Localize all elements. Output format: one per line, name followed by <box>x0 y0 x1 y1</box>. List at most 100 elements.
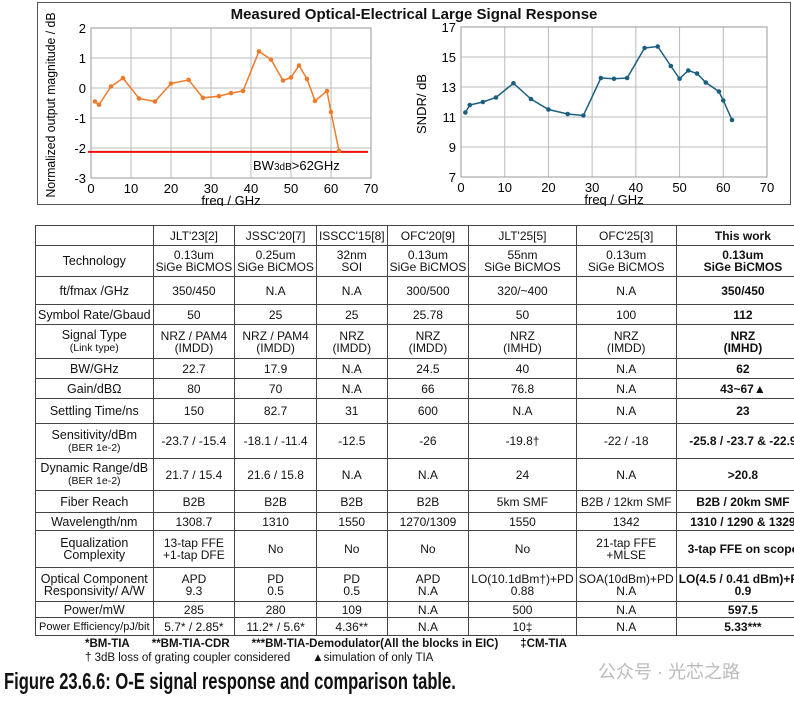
table-cell-text: 0.13um SiGe BiCMOS <box>155 248 233 274</box>
footnotes: *BM-TIA **BM-TIA-CDR ***BM-TIA-Demodulator… <box>85 637 589 665</box>
table-cell-text: -23.7 / -15.4 <box>161 434 227 448</box>
row-label-wrap: Wavelength/nm <box>51 515 137 528</box>
table-cell: NRZ / PAM4 (IMDD) <box>152 324 236 359</box>
table-cell: -23.7 / -15.4 <box>152 423 236 459</box>
table-cell: 50 <box>152 304 236 325</box>
row-label: Power Efficiency/pJ/bit <box>35 617 154 636</box>
table-cell: 25 <box>234 304 317 325</box>
table-cell-text: B2B <box>264 494 287 509</box>
table-cell: B2B <box>234 490 317 513</box>
y-tick-label: 2 <box>79 21 86 36</box>
table-cell-text: N.A <box>616 619 637 634</box>
table-cell: 350/450 <box>152 276 236 305</box>
table-cell-text: 24 <box>515 467 530 482</box>
table-cell-text: No <box>514 542 531 556</box>
row-label-wrap: Signal Type (Link type) <box>62 329 127 354</box>
column-header: ISSCC'15[8] <box>318 228 385 243</box>
table-cell-text: N.A <box>616 602 637 617</box>
y-tick-label: 0 <box>79 81 86 96</box>
table-cell-text: 80 <box>187 381 201 396</box>
table-cell: 82.7 <box>234 398 317 424</box>
table-cell: 1310 <box>234 512 317 531</box>
row-label: Power/mW <box>35 601 154 618</box>
column-header-cell: JLT'23[2] <box>152 225 236 246</box>
table-cell-text: 21.6 / 15.8 <box>247 467 304 482</box>
row-label-text: ft/fmax /GHz <box>59 283 129 298</box>
table-cell-text: N.A <box>341 283 362 298</box>
table-cell: 1550 <box>468 512 577 531</box>
table-cell: N.A <box>575 458 677 491</box>
table-row: Technology 0.13um SiGe BiCMOS 0.25um SiGe … <box>35 245 794 277</box>
footnote: † 3dB loss of grating coupler considered <box>85 652 291 664</box>
table-cell-text: 32nm SOI <box>336 248 367 274</box>
series-line <box>94 50 340 152</box>
table-cell-text: B2B / 20km SMF <box>696 494 790 509</box>
table-cell: 21-tap FFE +MLSE <box>575 530 677 568</box>
row-label-wrap: Gain/dBΩ <box>67 382 122 395</box>
table-cell: NRZ (IMDD) <box>386 324 470 359</box>
row-label-wrap: Optical Component Responsivity/ A/W <box>40 571 148 598</box>
column-header: This work <box>714 228 771 243</box>
table-cell: N.A <box>575 358 677 379</box>
table-cell: 350/450 <box>675 276 794 305</box>
row-label-text: Settling Time/ns <box>49 404 139 418</box>
table-cell: 22.7 <box>152 358 236 379</box>
table-cell-text: -19.8† <box>505 434 540 448</box>
table-cell: SOA(10dBm)+PD N.A <box>575 567 677 602</box>
table-cell: 5km SMF <box>468 490 577 513</box>
table-cell: 1270/1309 <box>386 512 470 531</box>
header-corner <box>35 225 154 246</box>
table-cell: 62 <box>675 358 794 379</box>
y-tick-label: 9 <box>449 140 456 155</box>
data-point <box>624 75 630 81</box>
row-label-text: Optical Component Responsivity/ A/W <box>40 571 148 598</box>
table-cell-text: 5km SMF <box>496 494 549 509</box>
column-header: JLT'25[5] <box>498 228 547 243</box>
table-cell-text: 0.13um SiGe BiCMOS <box>587 248 665 274</box>
table-cell: 25 <box>315 304 388 325</box>
plot-frame <box>90 27 372 179</box>
data-point <box>511 80 516 86</box>
table-cell: No <box>234 530 317 568</box>
data-point <box>152 99 158 104</box>
data-point <box>312 98 318 104</box>
table-cell: No <box>468 530 577 568</box>
table-row: BW/GHz 22.7 17.9 N.A 24.5 40 N.A 62 <box>35 358 794 379</box>
row-sublabel: (BER 1e-2) <box>68 441 121 454</box>
table-cell: 0.13um SiGe BiCMOS <box>575 245 677 277</box>
table-row: Sensitivity/dBm (BER 1e-2) -23.7 / -15.4 -… <box>35 423 794 459</box>
footnote: ▲simulation of only TIA <box>312 652 434 664</box>
table-cell-text: 280 <box>265 602 286 617</box>
data-point <box>611 76 617 82</box>
series-line <box>464 45 733 121</box>
data-point <box>186 77 191 83</box>
table-cell-text: N.A <box>512 404 533 418</box>
footnote: ‡CM-TIA <box>520 638 567 650</box>
table-cell: N.A <box>575 617 677 636</box>
table-cell: N.A <box>575 276 677 305</box>
table-cell: 21.6 / 15.8 <box>234 458 317 491</box>
column-header: JSSC'20[7] <box>245 228 306 243</box>
row-label: Equalization Complexity <box>35 530 154 568</box>
row-label: Settling Time/ns <box>35 398 154 424</box>
row-sublabel: (BER 1e-2) <box>68 475 121 487</box>
table-cell-text: NRZ / PAM4 (IMDD) <box>242 328 309 355</box>
data-point <box>467 102 473 108</box>
x-tick-label: 20 <box>541 180 555 195</box>
table-cell-text: 1270/1309 <box>399 514 457 529</box>
table-cell: 23 <box>675 398 794 424</box>
table-cell-text: 300/500 <box>406 283 450 298</box>
data-point <box>642 45 647 51</box>
table-cell-text: APD N.A <box>415 571 441 598</box>
data-point <box>480 99 486 105</box>
table-cell-text: 21-tap FFE +MLSE <box>596 536 657 562</box>
table-cell: B2B / 12km SMF <box>575 490 677 513</box>
table-cell-text: 1308.7 <box>175 514 213 529</box>
x-tick-label: 40 <box>629 180 643 195</box>
table-cell-text: 55nm SiGe BiCMOS <box>484 248 561 274</box>
table-cell-text: N.A <box>616 361 637 376</box>
data-point <box>493 95 499 100</box>
table-cell-text: B2B <box>340 494 364 509</box>
x-tick-label: 50 <box>284 181 298 196</box>
table-row: Symbol Rate/Gbaud 50 25 25 25.78 50 100 112 <box>35 304 794 325</box>
